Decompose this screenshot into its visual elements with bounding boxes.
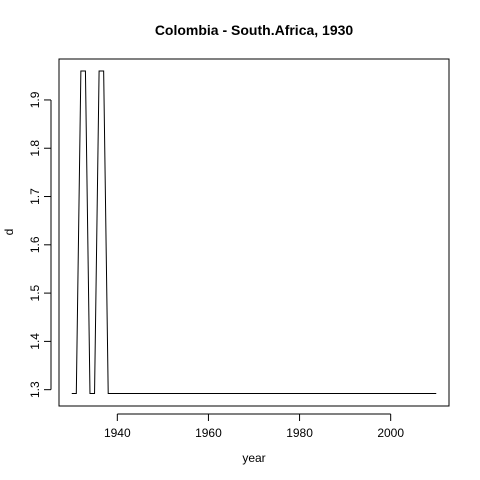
x-tick-label: 2000 <box>377 426 404 440</box>
x-tick-label: 1940 <box>104 426 131 440</box>
y-axis-label: d <box>2 229 16 236</box>
plot-frame <box>58 58 450 407</box>
x-tick-label: 1980 <box>286 426 313 440</box>
y-tick-label: 1.4 <box>28 333 42 350</box>
series-group <box>71 70 437 395</box>
x-axis: 1940 1960 1980 2000 <box>104 413 404 440</box>
y-tick-label: 1.9 <box>28 91 42 108</box>
x-axis-label: year <box>242 451 265 465</box>
y-tick-label: 1.3 <box>28 381 42 398</box>
y-axis: 1.3 1.4 1.5 1.6 1.7 1.8 1.9 <box>28 91 52 398</box>
y-tick-label: 1.5 <box>28 284 42 301</box>
y-tick-label: 1.7 <box>28 188 42 205</box>
series-line <box>71 70 437 395</box>
chart-title: Colombia - South.Africa, 1930 <box>155 22 354 38</box>
y-tick-label: 1.6 <box>28 236 42 253</box>
x-tick-label: 1960 <box>195 426 222 440</box>
y-tick-label: 1.8 <box>28 140 42 157</box>
